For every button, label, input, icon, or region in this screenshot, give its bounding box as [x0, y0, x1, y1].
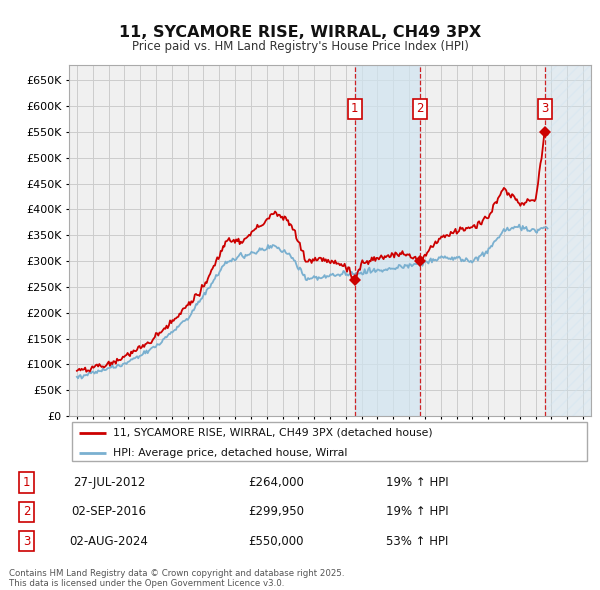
Text: 11, SYCAMORE RISE, WIRRAL, CH49 3PX (detached house): 11, SYCAMORE RISE, WIRRAL, CH49 3PX (det…	[113, 428, 433, 438]
Text: 11, SYCAMORE RISE, WIRRAL, CH49 3PX: 11, SYCAMORE RISE, WIRRAL, CH49 3PX	[119, 25, 481, 40]
Text: Price paid vs. HM Land Registry's House Price Index (HPI): Price paid vs. HM Land Registry's House …	[131, 40, 469, 53]
Text: 1: 1	[23, 476, 31, 489]
Bar	[355, 65, 419, 416]
Text: £264,000: £264,000	[248, 476, 304, 489]
Text: 1: 1	[351, 102, 359, 115]
Text: Contains HM Land Registry data © Crown copyright and database right 2025.
This d: Contains HM Land Registry data © Crown c…	[9, 569, 344, 588]
Text: 02-SEP-2016: 02-SEP-2016	[71, 505, 146, 519]
FancyBboxPatch shape	[71, 422, 587, 461]
Text: £550,000: £550,000	[249, 535, 304, 548]
Text: 27-JUL-2012: 27-JUL-2012	[73, 476, 145, 489]
Bar	[545, 65, 591, 416]
Text: 2: 2	[23, 505, 31, 519]
Text: HPI: Average price, detached house, Wirral: HPI: Average price, detached house, Wirr…	[113, 448, 348, 457]
Text: 2: 2	[416, 102, 424, 115]
Text: 02-AUG-2024: 02-AUG-2024	[70, 535, 148, 548]
Text: 53% ↑ HPI: 53% ↑ HPI	[386, 535, 449, 548]
Text: 3: 3	[541, 102, 548, 115]
Text: £299,950: £299,950	[248, 505, 304, 519]
Text: 3: 3	[23, 535, 30, 548]
Text: 19% ↑ HPI: 19% ↑ HPI	[386, 476, 449, 489]
Text: 19% ↑ HPI: 19% ↑ HPI	[386, 505, 449, 519]
